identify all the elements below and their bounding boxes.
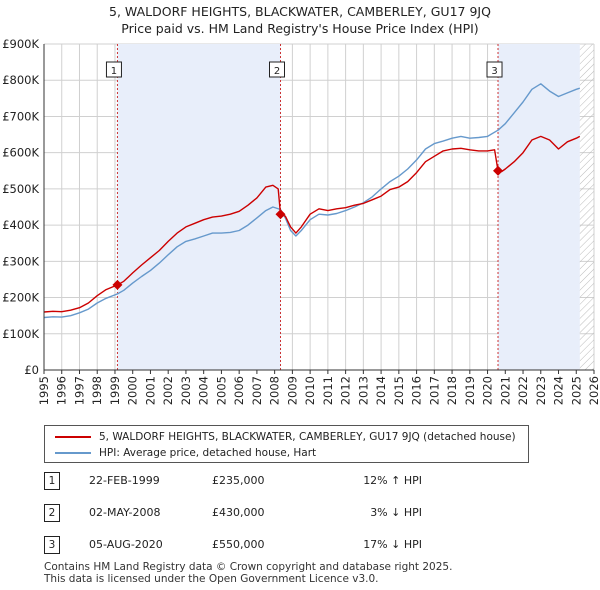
x-tick-label: 2000 (126, 376, 140, 405)
x-tick-label: 2002 (161, 376, 175, 405)
sale-label-number: 2 (274, 66, 280, 77)
y-tick-label: £500K (2, 182, 39, 196)
sale-price: £550,000 (212, 538, 265, 551)
x-tick-label: 2010 (303, 376, 317, 405)
x-tick-label: 2017 (427, 376, 441, 405)
x-tick-label: 2003 (179, 376, 193, 405)
y-tick-label: £100K (2, 327, 39, 341)
sale-hpi-delta: 12% ↑ HPI (363, 474, 422, 487)
x-tick-label: 1995 (37, 376, 51, 405)
sale-number-badge: 3 (44, 536, 60, 554)
sale-date: 05-AUG-2020 (89, 538, 163, 551)
x-tick-label: 2005 (214, 376, 228, 405)
x-tick-label: 1997 (72, 376, 86, 405)
x-tick-label: 2012 (339, 376, 353, 405)
sale-number-badge: 2 (44, 504, 60, 522)
sale-hpi-delta: 17% ↓ HPI (363, 538, 422, 551)
x-tick-label: 2022 (516, 376, 530, 405)
chart-title-line1: 5, WALDORF HEIGHTS, BLACKWATER, CAMBERLE… (109, 4, 491, 19)
chart-title-line2: Price paid vs. HM Land Registry's House … (121, 21, 479, 36)
x-tick-label: 2001 (143, 376, 157, 405)
sale-label-box (486, 61, 503, 78)
x-tick-label: 2026 (587, 376, 600, 405)
x-tick-label: 2004 (197, 376, 211, 405)
y-tick-label: £200K (2, 291, 39, 305)
legend: 5, WALDORF HEIGHTS, BLACKWATER, CAMBERLE… (44, 425, 529, 463)
x-tick-label: 2020 (481, 376, 495, 405)
sale-price: £430,000 (212, 506, 265, 519)
y-tick-label: £600K (2, 146, 39, 160)
sale-label-number: 1 (111, 66, 117, 77)
y-tick-label: £400K (2, 218, 39, 232)
x-tick-label: 1999 (108, 376, 122, 405)
sale-point-marker (493, 165, 504, 176)
sale-label-number: 3 (491, 66, 497, 77)
sale-hpi-delta: 3% ↓ HPI (370, 506, 422, 519)
y-tick-label: £300K (2, 254, 39, 268)
footer-copyright: Contains HM Land Registry data © Crown c… (44, 561, 453, 573)
x-tick-label: 2015 (392, 376, 406, 405)
sale-row: 3 05-AUG-2020 £550,000 17% ↓ HPI (44, 536, 544, 554)
y-tick-label: £900K (2, 37, 39, 51)
sale-row: 2 02-MAY-2008 £430,000 3% ↓ HPI (44, 504, 544, 522)
y-tick-label: £800K (2, 73, 39, 87)
legend-property-label: 5, WALDORF HEIGHTS, BLACKWATER, CAMBERLE… (99, 431, 516, 443)
legend-item-hpi: HPI: Average price, detached house, Hart (55, 445, 316, 461)
x-tick-label: 2018 (445, 376, 459, 405)
x-tick-label: 2007 (250, 376, 264, 405)
hpi-line-swatch (55, 452, 91, 454)
x-tick-label: 2013 (356, 376, 370, 405)
x-tick-label: 2023 (534, 376, 548, 405)
shaded-period (117, 44, 281, 370)
sale-label-box (269, 61, 285, 78)
sale-label-box (105, 61, 122, 78)
shaded-period (498, 44, 580, 370)
y-tick-label: £700K (2, 109, 39, 123)
x-tick-label: 1996 (55, 376, 69, 405)
x-tick-label: 2008 (268, 376, 282, 405)
sale-point-marker (112, 279, 123, 290)
legend-item-property: 5, WALDORF HEIGHTS, BLACKWATER, CAMBERLE… (55, 429, 516, 445)
legend-hpi-label: HPI: Average price, detached house, Hart (99, 447, 317, 459)
property-line-swatch (55, 436, 91, 438)
x-tick-label: 2009 (285, 376, 299, 405)
x-tick-label: 2024 (552, 376, 566, 405)
hpi-series-line (43, 83, 581, 319)
x-tick-label: 2021 (498, 376, 512, 405)
sale-point-marker (275, 209, 286, 220)
sale-date: 02-MAY-2008 (89, 506, 161, 519)
x-tick-label: 2025 (569, 376, 583, 405)
x-tick-label: 2016 (410, 376, 424, 405)
sale-price: £235,000 (212, 474, 265, 487)
price-chart: 1 2 3 £0 £100K £200K £300K £400K £500K £600K £700… (2, 37, 600, 405)
x-tick-label: 2019 (463, 376, 477, 405)
sale-number-badge: 1 (44, 472, 60, 490)
sale-date: 22-FEB-1999 (89, 474, 160, 487)
y-tick-label: £0 (24, 363, 39, 377)
x-tick-label: 1998 (90, 376, 104, 405)
forecast-hatch (579, 44, 594, 370)
x-tick-label: 2006 (232, 376, 246, 405)
sale-row: 1 22-FEB-1999 £235,000 12% ↑ HPI (44, 472, 544, 490)
x-tick-label: 2014 (374, 376, 388, 405)
x-tick-label: 2011 (321, 376, 335, 405)
footer-license: This data is licensed under the Open Gov… (44, 573, 379, 585)
